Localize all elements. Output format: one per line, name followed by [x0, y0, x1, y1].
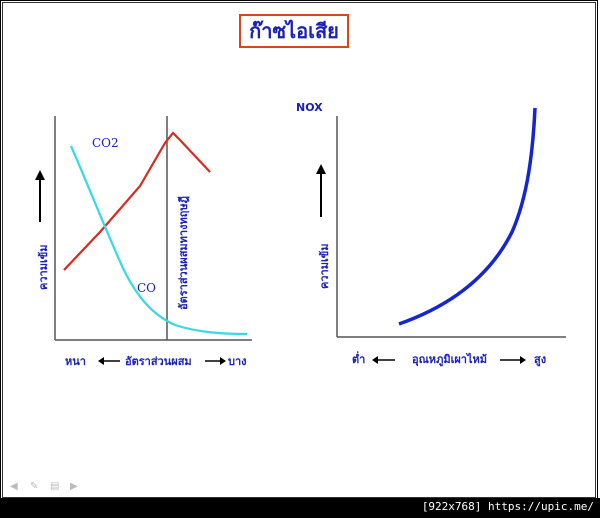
- pen-icon[interactable]: ✎: [30, 481, 39, 492]
- right-x-arrow-left-head: [372, 356, 378, 364]
- left-x-arrow-left-head: [98, 357, 104, 365]
- menu-icon[interactable]: ▤: [50, 481, 60, 492]
- page-title: ก๊าซไอเสีย: [249, 19, 339, 43]
- arrow-left-icon[interactable]: ◀: [10, 481, 18, 492]
- stoichiometric-label: อัตราส่วนผสมทางทฤษฎี: [177, 196, 190, 310]
- left-ylabel: ความเข้ม: [37, 245, 50, 291]
- right-ylabel: ความเข้ม: [318, 244, 331, 290]
- footer-bar: [922x768] https://upic.me/: [0, 498, 600, 518]
- right-x-arrow-right-head: [520, 356, 526, 364]
- right-x-left-label: ต่ำ: [352, 351, 365, 366]
- left-x-arrow-right-head: [220, 357, 226, 365]
- co2-curve: [63, 131, 211, 271]
- co-curve: [69, 145, 248, 336]
- watermark-text: [922x768] https://upic.me/: [421, 500, 594, 513]
- nox-curve: [398, 107, 537, 326]
- left-x-left-label: หนา: [65, 355, 86, 368]
- left-y-arrow-head: [35, 170, 45, 180]
- co2-label: CO2: [92, 136, 119, 150]
- right-x-right-label: สูง: [534, 353, 546, 367]
- slide-area: [2, 2, 596, 498]
- left-x-center-label: อัตราส่วนผสม: [125, 355, 192, 368]
- co-label: CO: [137, 281, 156, 295]
- nox-label: NOX: [296, 101, 323, 114]
- right-x-center-label: อุณหภูมิเผาไหม้: [412, 352, 487, 367]
- diagram-canvas: ความเข้ม CO2 CO อัตราส่วนผสมทางทฤษฎี หนา…: [35, 101, 566, 368]
- arrow-right-icon[interactable]: ▶: [70, 481, 78, 492]
- left-x-right-label: บาง: [228, 355, 247, 368]
- right-y-arrow-head: [316, 164, 326, 174]
- title-box: ก๊าซไอเสีย: [239, 14, 349, 48]
